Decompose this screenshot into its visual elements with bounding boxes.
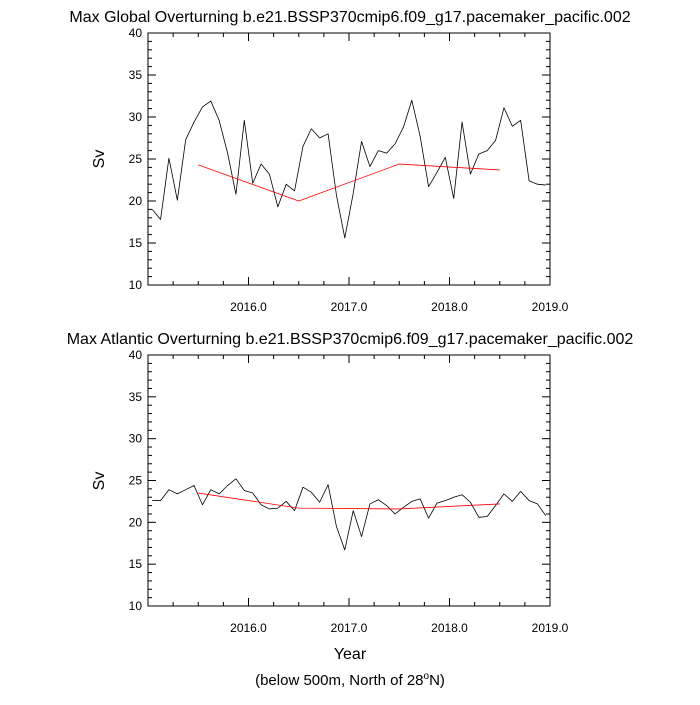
y-tick-label: 20 <box>129 194 143 208</box>
y-tick-label: 30 <box>129 110 143 124</box>
y-tick-label: 15 <box>129 557 143 571</box>
monthly-series-line <box>152 478 547 551</box>
plot-frame <box>147 32 551 286</box>
chart-2-title: Max Atlantic Overturning b.e21.BSSP370cm… <box>67 331 634 348</box>
chart-2-xlabel: Year <box>334 646 367 663</box>
chart-1-plot: 10 15 20 25 30 35 40 2016.0 2017.0 2018.0 2019.0 <box>129 26 569 314</box>
x-tick-label: 2018.0 <box>431 621 468 635</box>
chart-1-ylabel: Sv <box>91 150 108 169</box>
y-tick-label: 30 <box>129 432 143 446</box>
y-tick-label: 10 <box>129 278 143 292</box>
chart-2-ylabel: Sv <box>91 472 108 491</box>
footnote: (below 500m, North of 28oN) <box>255 671 445 689</box>
x-tick-label: 2016.0 <box>230 621 267 635</box>
y-tick-label: 10 <box>129 599 143 613</box>
y-tick-label: 35 <box>129 390 143 404</box>
chart-2-plot: 10 15 20 25 30 35 40 2016.0 2017.0 2018.0 2019.0 <box>129 348 569 635</box>
y-tick-label: 20 <box>129 515 143 529</box>
x-tick-label: 2016.0 <box>230 300 267 314</box>
y-tick-label: 35 <box>129 68 143 82</box>
annual-mean-line <box>198 492 500 510</box>
x-tick-label: 2017.0 <box>331 621 368 635</box>
y-tick-label: 15 <box>129 236 143 250</box>
x-tick-label: 2019.0 <box>532 621 569 635</box>
annual-mean-line <box>198 163 500 202</box>
monthly-series-line <box>151 99 546 239</box>
footnote-tail: N) <box>429 672 445 689</box>
y-tick-label: 25 <box>129 474 143 488</box>
plot-frame <box>147 354 551 607</box>
y-tick-label: 40 <box>129 348 143 362</box>
y-tick-label: 40 <box>129 26 143 40</box>
chart-1-title: Max Global Overturning b.e21.BSSP370cmip… <box>69 9 630 26</box>
footnote-degree: o <box>424 671 430 682</box>
x-tick-label: 2019.0 <box>532 300 569 314</box>
x-tick-label: 2017.0 <box>331 300 368 314</box>
y-tick-label: 25 <box>129 152 143 166</box>
x-tick-label: 2018.0 <box>431 300 468 314</box>
footnote-text: (below 500m, North of 28 <box>255 672 423 689</box>
